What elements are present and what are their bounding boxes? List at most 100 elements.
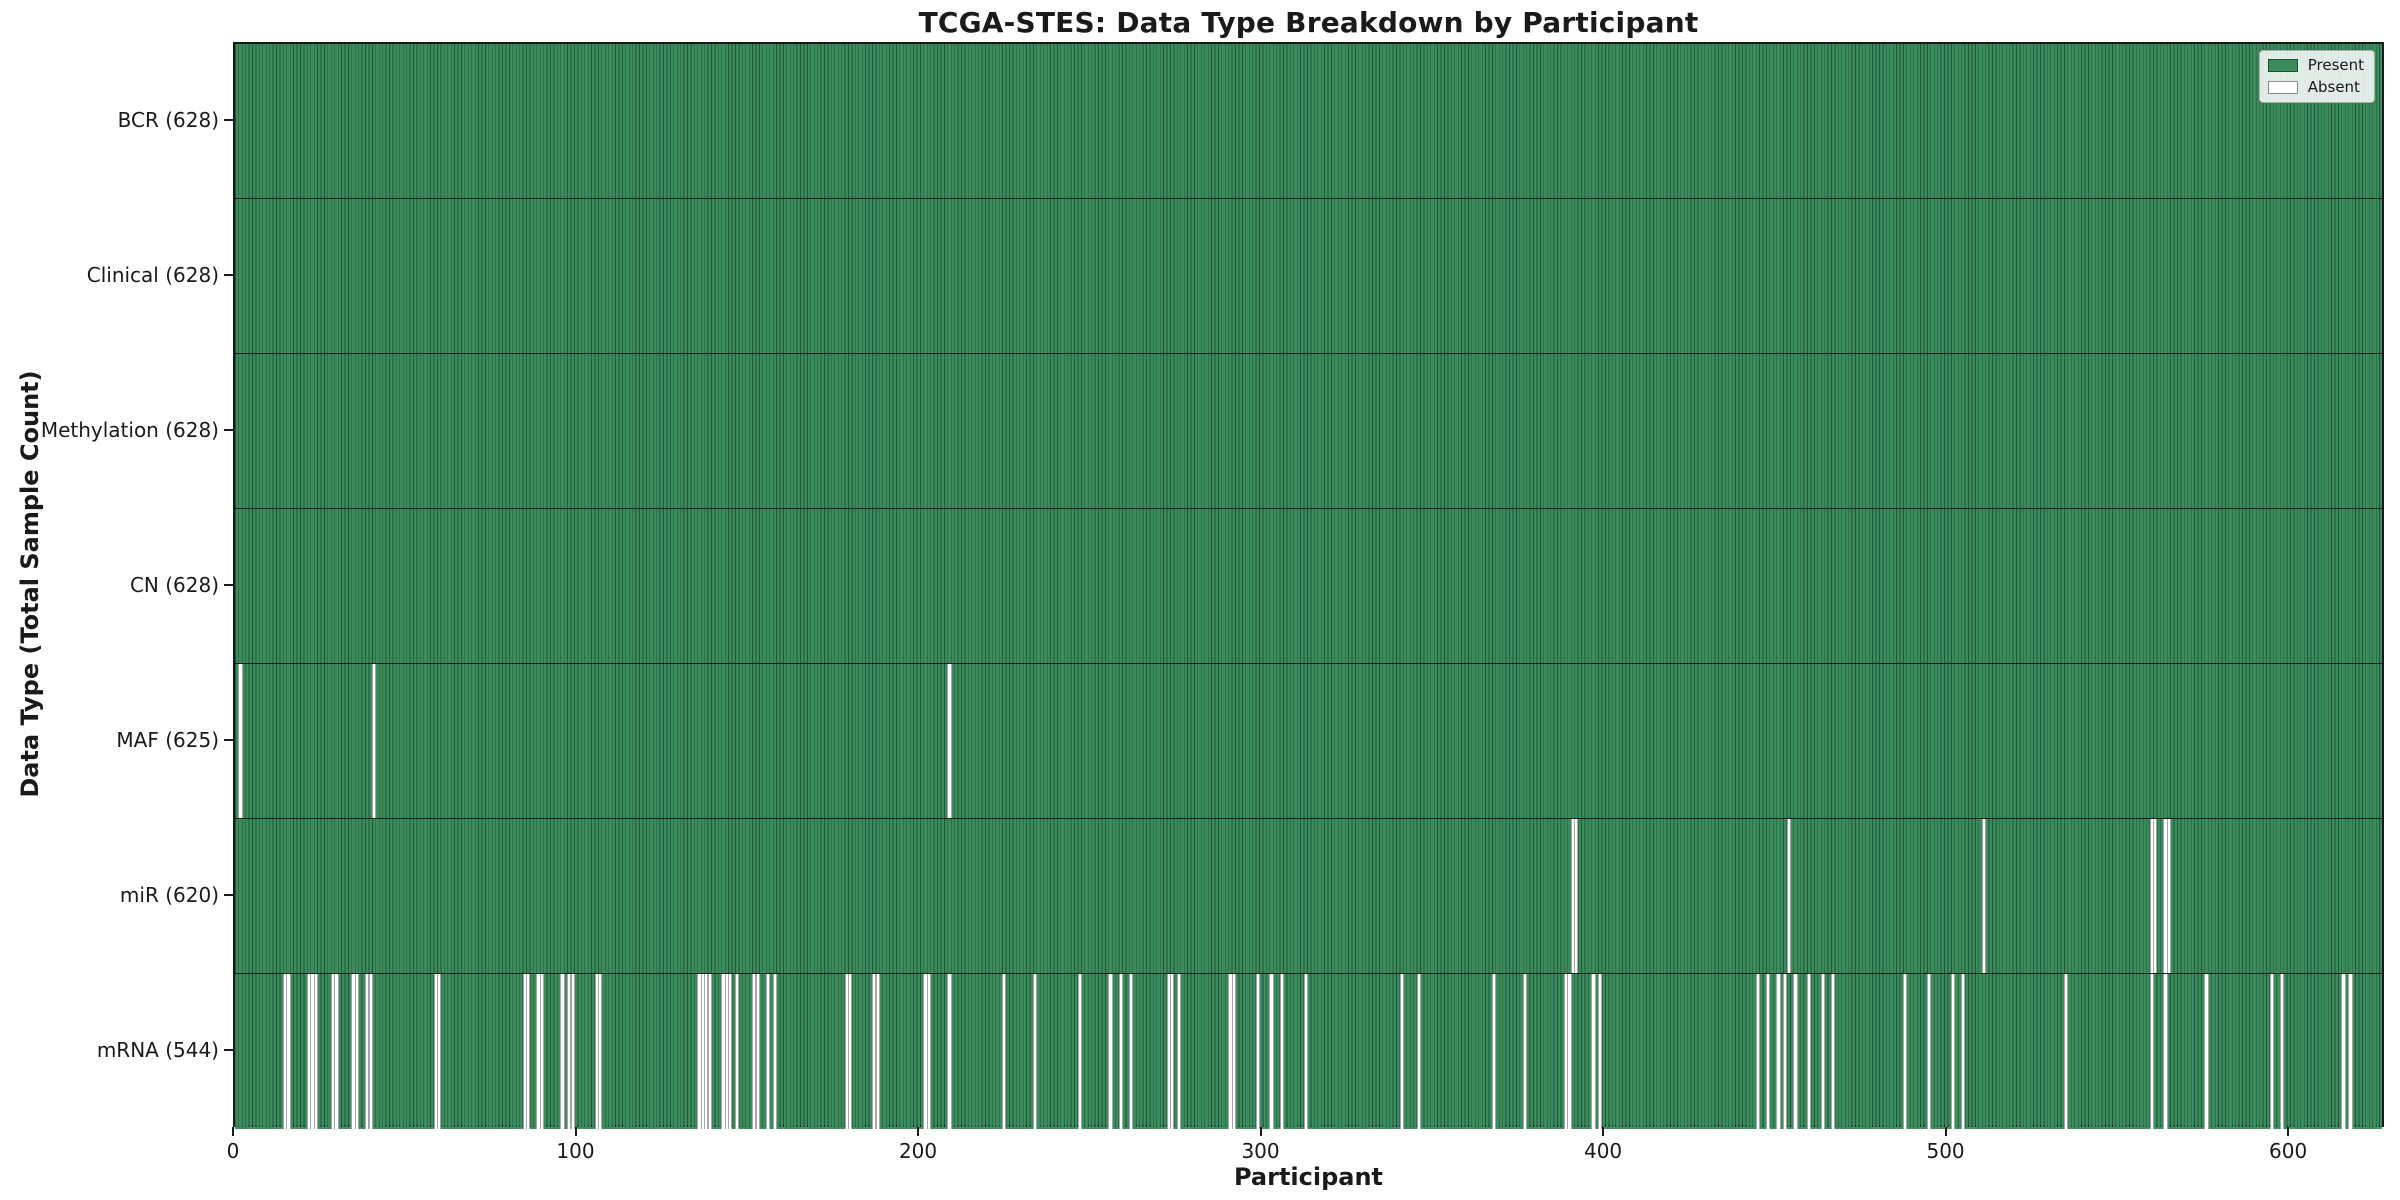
y-tick-mark [224, 428, 233, 431]
y-tick-mark [224, 273, 233, 276]
absent-cell [1118, 974, 1123, 1129]
absent-cell [1492, 974, 1497, 1129]
absent-cell [539, 974, 545, 1129]
y-tick-mark [224, 583, 233, 586]
absent-cell [354, 974, 360, 1129]
row-Clinical [235, 199, 2382, 354]
x-tick-mark [1259, 1127, 1262, 1136]
x-tick-mark [1944, 1127, 1947, 1136]
absent-cell [1231, 974, 1236, 1129]
chart-title: TCGA-STES: Data Type Breakdown by Partic… [918, 6, 1699, 39]
absent-cell [765, 974, 771, 1129]
y-tick-label: Methylation (628) [40, 417, 219, 442]
absent-cell [1776, 974, 1781, 1129]
absent-cell [238, 664, 243, 818]
absent-cell [947, 974, 952, 1129]
absent-cell [1598, 974, 1603, 1129]
absent-cell [570, 974, 575, 1129]
x-tick-label: 400 [1583, 1139, 1623, 1163]
legend: Present Absent [2258, 50, 2375, 103]
absent-cell [560, 974, 565, 1129]
legend-absent-swatch [2267, 81, 2298, 94]
absent-cell [1399, 974, 1404, 1129]
y-tick-label: CN (628) [129, 572, 219, 597]
absent-cell [2166, 819, 2171, 973]
absent-cell [926, 974, 932, 1129]
row-MAF [235, 664, 2382, 819]
y-tick-mark [224, 118, 233, 121]
absent-cell [1574, 819, 1579, 973]
absent-cell [1170, 974, 1175, 1129]
absent-cell [755, 974, 760, 1129]
absent-cell [1755, 974, 1760, 1129]
absent-cell [372, 664, 377, 818]
absent-cell [1269, 974, 1274, 1129]
absent-cell [2341, 974, 2346, 1129]
absent-cell [1077, 974, 1082, 1129]
legend-absent-label: Absent [2307, 78, 2360, 96]
absent-cell [875, 974, 880, 1129]
absent-cell [2064, 974, 2069, 1129]
absent-cell [1108, 974, 1113, 1129]
absent-cell [1033, 974, 1038, 1129]
absent-cell [2204, 974, 2209, 1129]
legend-item-present: Present [2267, 58, 2364, 73]
absent-cell [526, 974, 531, 1129]
absent-cell [1961, 974, 1966, 1129]
y-tick-label: miR (620) [119, 882, 219, 907]
y-tick-label: mRNA (544) [96, 1037, 219, 1062]
x-axis-label: Participant [1233, 1163, 1384, 1191]
absent-cell [728, 974, 733, 1129]
absent-cell [1783, 974, 1788, 1129]
absent-cell [1951, 974, 1956, 1129]
absent-cell [848, 974, 853, 1129]
x-tick-mark [1602, 1127, 1605, 1136]
absent-cell [1903, 974, 1908, 1129]
absent-cell [313, 974, 318, 1129]
absent-cell [2149, 974, 2154, 1129]
plot-area: Present Absent [233, 42, 2384, 1129]
absent-cell [1416, 974, 1421, 1129]
absent-cell [1831, 974, 1836, 1129]
legend-item-absent: Absent [2267, 78, 2364, 96]
x-tick-label: 200 [898, 1139, 938, 1163]
row-miR [235, 819, 2382, 974]
x-tick-mark [574, 1127, 577, 1136]
x-tick-label: 100 [556, 1139, 595, 1163]
absent-cell [598, 974, 603, 1129]
absent-cell [286, 974, 291, 1129]
absent-cell [1981, 819, 1987, 973]
absent-cell [1807, 974, 1812, 1129]
absent-cell [1128, 974, 1134, 1129]
absent-cell [2279, 974, 2285, 1129]
absent-cell [1002, 974, 1007, 1129]
row-Methylation [235, 354, 2382, 509]
y-tick-mark [224, 893, 233, 896]
absent-cell [1279, 974, 1284, 1129]
y-tick-label: Clinical (628) [86, 262, 219, 287]
absent-cell [2269, 974, 2274, 1129]
y-tick-mark [224, 738, 233, 741]
absent-cell [1591, 974, 1596, 1129]
absent-cell [1522, 974, 1528, 1129]
row-mRNA [235, 974, 2382, 1129]
x-tick-mark [232, 1127, 234, 1136]
absent-cell [735, 974, 740, 1129]
absent-cell [368, 974, 373, 1129]
y-tick-label: BCR (628) [117, 107, 219, 132]
y-tick-mark [224, 1048, 233, 1051]
x-tick-label: 500 [1926, 1139, 1965, 1163]
x-tick-label: 0 [226, 1139, 240, 1163]
x-tick-mark [2287, 1127, 2290, 1136]
x-tick-label: 600 [2269, 1139, 2308, 1163]
absent-cell [1793, 974, 1798, 1129]
y-tick-label: MAF (625) [116, 727, 219, 752]
absent-cell [2153, 819, 2158, 973]
absent-cell [947, 664, 952, 818]
row-BCR [235, 44, 2382, 199]
absent-cell [1766, 974, 1771, 1129]
row-CN [235, 509, 2382, 664]
absent-cell [334, 974, 339, 1129]
absent-cell [1303, 974, 1308, 1129]
